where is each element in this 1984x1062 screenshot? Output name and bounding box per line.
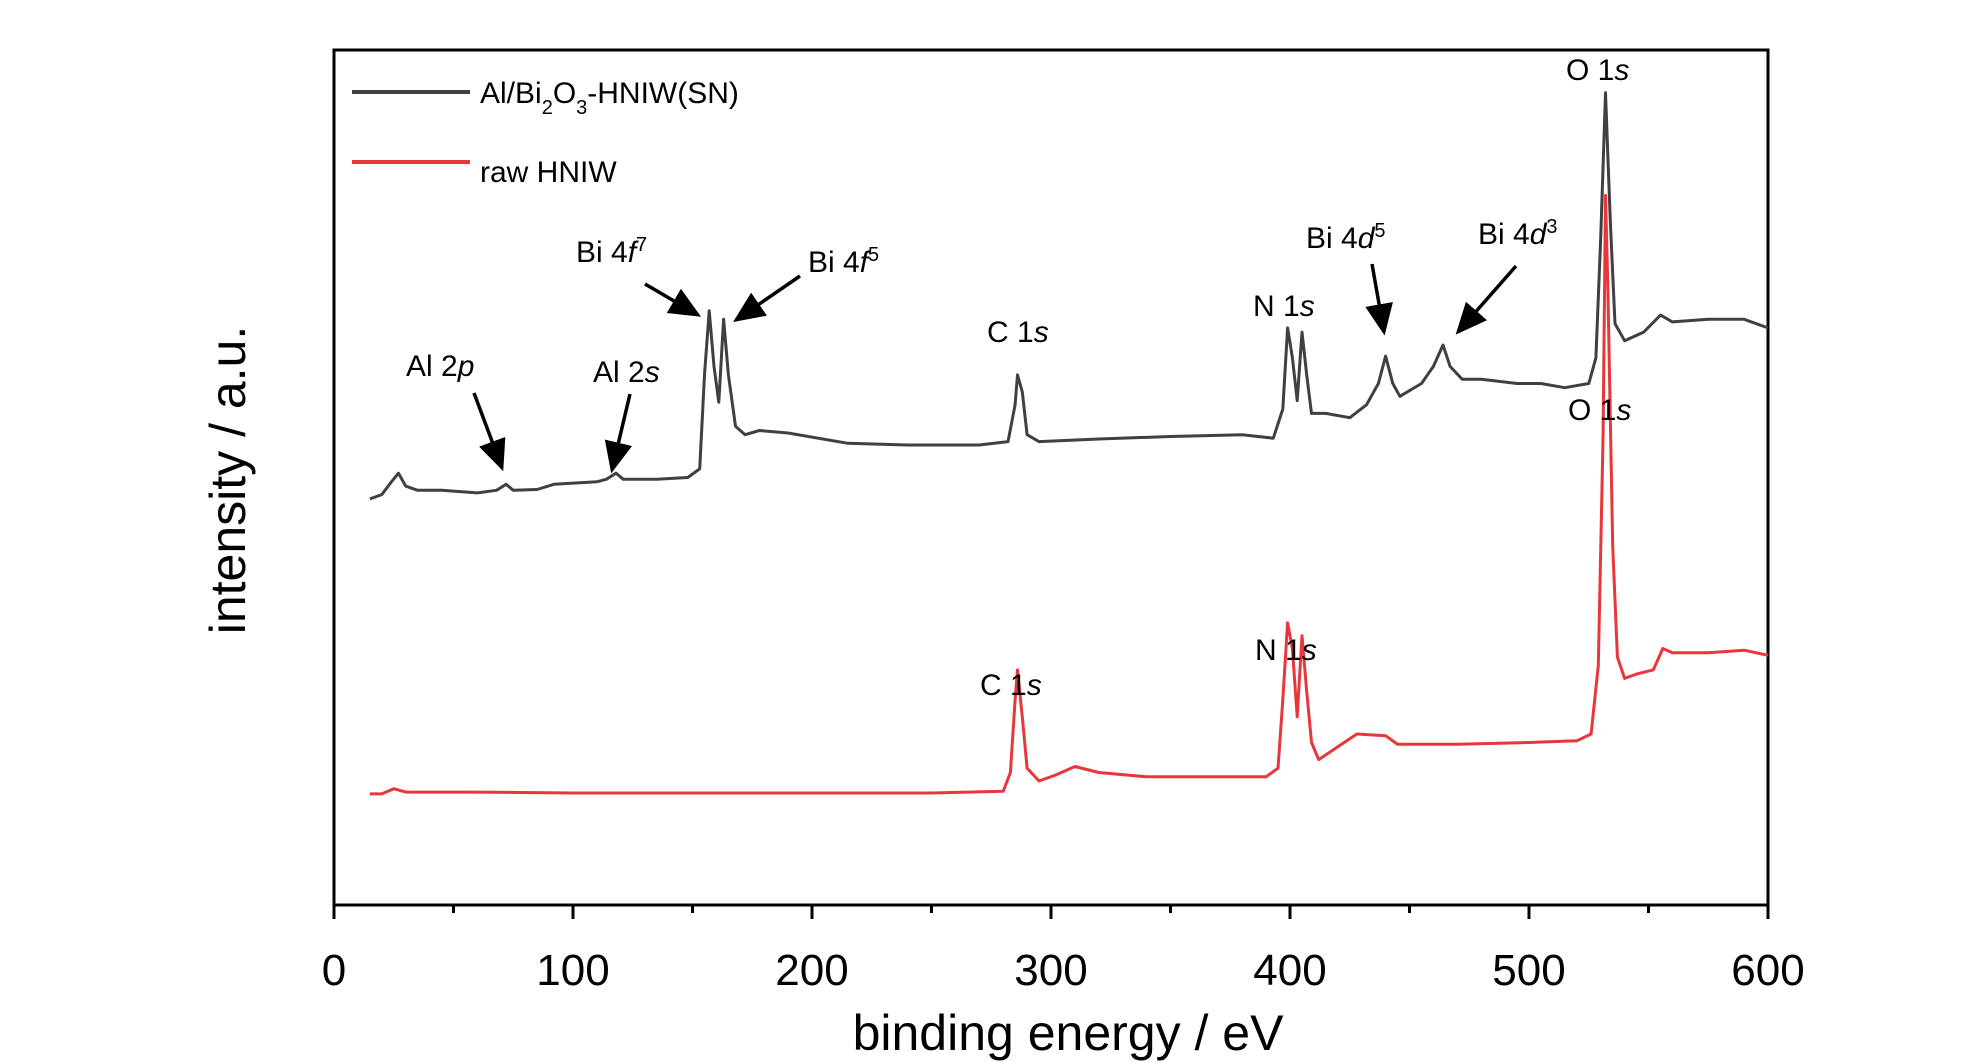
arrow-bi4f5 xyxy=(733,274,801,322)
annotations: O 1s Al 2p Al 2s Bi 4f7 Bi 4f5 C 1s N 1s… xyxy=(406,54,1631,702)
arrow-bi4d5 xyxy=(1365,263,1393,336)
annotation-bi4f7: Bi 4f7 xyxy=(576,234,647,269)
annotation-c1s-bottom: C 1s xyxy=(980,669,1042,702)
x-tick-label: 300 xyxy=(1014,946,1087,995)
annotation-o1s-bottom: O 1s xyxy=(1568,394,1631,427)
annotation-o1s-top: O 1s xyxy=(1566,54,1629,87)
legend: Al/Bi2O3-HNIW(SN) raw HNIW xyxy=(352,77,739,189)
annotation-n1s-top: N 1s xyxy=(1253,290,1315,323)
x-tick-label: 200 xyxy=(775,946,848,995)
x-tick-label: 100 xyxy=(536,946,609,995)
arrow-al2p xyxy=(472,392,506,472)
series-line-raw-hniw xyxy=(369,193,1769,796)
annotation-al2s: Al 2s xyxy=(593,356,660,389)
series-group xyxy=(369,91,1769,796)
annotation-bi4f5: Bi 4f5 xyxy=(808,244,879,279)
annotation-bi4d5: Bi 4d5 xyxy=(1306,220,1386,255)
annotation-n1s-bottom: N 1s xyxy=(1255,634,1317,667)
arrow-bi4d3 xyxy=(1455,264,1518,335)
y-axis-title: intensity / a.u. xyxy=(200,326,256,635)
annotation-bi4d3: Bi 4d3 xyxy=(1478,216,1558,251)
legend-label-raw-hniw: raw HNIW xyxy=(480,156,617,189)
legend-label-al-bi2o3-hniw: Al/Bi2O3-HNIW(SN) xyxy=(480,77,739,119)
x-tick-label: 600 xyxy=(1731,946,1804,995)
x-tick-label: 500 xyxy=(1492,946,1565,995)
x-tick-label: 400 xyxy=(1253,946,1326,995)
x-axis-ticks: 0 100 200 300 400 500 600 xyxy=(322,905,1805,995)
arrow-bi4f7 xyxy=(644,282,702,317)
arrow-al2s xyxy=(604,393,633,474)
annotation-al2p: Al 2p xyxy=(406,350,474,383)
series-line-al-bi2o3-hniw xyxy=(369,91,1769,501)
annotation-c1s-top: C 1s xyxy=(987,316,1049,349)
x-axis-title: binding energy / eV xyxy=(853,1005,1285,1061)
x-tick-label: 0 xyxy=(322,946,346,995)
